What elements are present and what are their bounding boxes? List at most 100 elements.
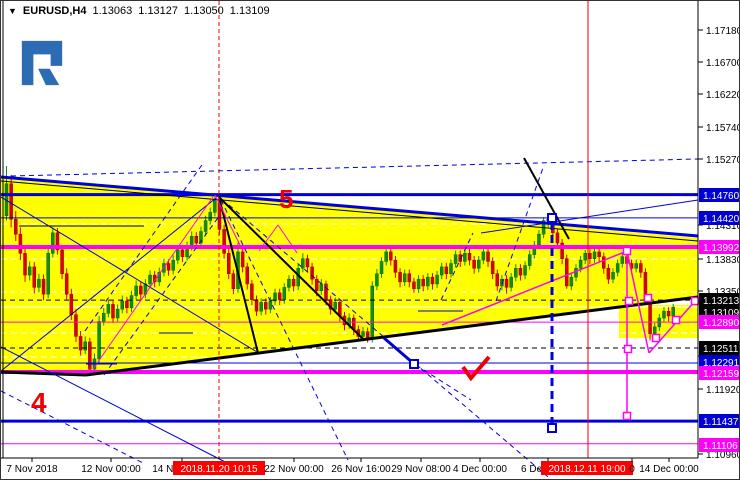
candle-body — [9, 183, 13, 220]
price-level-badge-text: 1.13109 — [703, 308, 740, 319]
trend-line — [85, 295, 699, 377]
candle-body — [18, 233, 23, 254]
candle-body — [83, 341, 87, 351]
candle-body — [180, 249, 185, 257]
forecast-node — [622, 411, 632, 421]
symbol-dropdown-icon[interactable]: ▼ — [8, 5, 17, 16]
trend-line — [1, 197, 217, 372]
candle-body — [69, 293, 74, 315]
trend-line — [92, 196, 214, 370]
forecast-node — [624, 296, 634, 306]
candle-body — [361, 331, 365, 337]
candle-body — [88, 341, 92, 370]
wave-5-label: 5 — [279, 184, 293, 214]
candle-body — [574, 268, 578, 278]
trend-line — [415, 364, 472, 401]
candle-body — [231, 273, 236, 289]
logo-r-leg-icon — [38, 68, 60, 86]
candle-body — [120, 300, 124, 310]
price-level-badge-text: 1.11106 — [703, 441, 738, 452]
candle-body — [597, 251, 601, 257]
candle-body — [569, 276, 574, 287]
price-level-badge — [699, 341, 739, 355]
candle-body — [32, 266, 37, 288]
candle-body — [51, 232, 55, 254]
price-axis-label: 1.15740 — [706, 123, 740, 134]
candle-body — [564, 258, 569, 287]
candle-body — [375, 273, 379, 287]
candle-body — [407, 273, 412, 283]
candle-body — [37, 278, 41, 288]
forecast-node — [623, 344, 633, 354]
price-level-badge-text: 1.13992 — [703, 243, 740, 254]
chart-header: ▼ EURUSD,H4 1.13063 1.13127 1.13050 1.13… — [8, 5, 270, 17]
candle-body — [472, 259, 476, 269]
candle-body — [500, 278, 504, 287]
candle-body — [666, 310, 671, 317]
price-level-badge — [699, 366, 739, 380]
candle-body — [97, 321, 101, 360]
candle-body — [615, 263, 620, 273]
candle-body — [606, 268, 611, 280]
candle-body — [287, 278, 291, 288]
price-axis-label: 1.17180 — [706, 26, 740, 37]
time-axis-label: 14 Dec 00:00 — [639, 464, 699, 475]
candle-body — [384, 251, 388, 262]
forecast-node — [671, 315, 681, 325]
candle-body — [27, 266, 32, 276]
time-marker-badge — [541, 461, 633, 475]
trend-line — [523, 157, 570, 240]
trend-lines[interactable] — [1, 157, 699, 480]
candle-body — [412, 281, 416, 289]
broker-logo — [19, 39, 65, 92]
trend-line — [1, 346, 232, 466]
candle-body — [78, 336, 83, 351]
forecast-path — [441, 246, 700, 421]
measure-node — [409, 359, 419, 369]
time-axis-label: 22 Nov 00:00 — [264, 464, 324, 475]
candle-body — [467, 253, 472, 261]
candle-body — [634, 263, 638, 269]
time-axis-label: 12 Nov 00:00 — [81, 464, 141, 475]
candle-body — [129, 295, 134, 309]
trend-line — [258, 224, 279, 252]
wave-4-label: 4 — [31, 387, 47, 418]
forecast-segment — [626, 250, 650, 354]
candle-body — [555, 232, 560, 244]
ohlc-open: 1.13063 — [92, 5, 133, 17]
candle-body — [194, 235, 199, 244]
candle-body — [578, 259, 583, 269]
candle-body — [291, 278, 296, 287]
price-axis-label: 1.13830 — [706, 255, 740, 266]
price-level-badge-text: 1.14420 — [703, 214, 740, 225]
time-axis-label: 0 — [629, 464, 635, 475]
forecast-segment — [648, 299, 697, 354]
candle-body — [222, 229, 226, 254]
candle-body — [324, 283, 328, 300]
time-marker-badge-text: 2018.12.11 19:00 — [548, 464, 626, 475]
candle-body — [523, 265, 527, 276]
candle-body — [583, 253, 587, 261]
candle-body — [504, 278, 509, 288]
price-level-badge — [699, 414, 739, 428]
candle-body — [23, 253, 27, 276]
price-axis-label: 1.16700 — [706, 58, 740, 69]
candle-body — [495, 273, 500, 287]
candle-body — [277, 292, 282, 300]
price-level-badge — [699, 293, 739, 307]
vertical-time-lines — [218, 1, 589, 458]
time-axis-label: 29 Nov 08:00 — [391, 464, 451, 475]
price-axis-label: 1.14310 — [706, 221, 740, 232]
price-level-badge — [699, 211, 739, 225]
trend-line — [228, 204, 552, 479]
candle-body — [305, 258, 310, 268]
logo-r-icon — [21, 40, 63, 86]
trend-line — [220, 199, 349, 461]
trend-line — [218, 196, 259, 354]
candle-body — [250, 283, 254, 300]
trend-line — [1, 370, 87, 377]
price-level-badge — [699, 188, 739, 202]
candle-body — [259, 302, 263, 312]
